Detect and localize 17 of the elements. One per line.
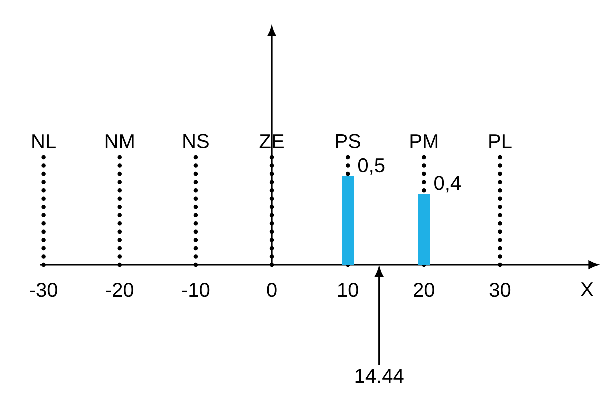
data-label: 0,4 [434, 176, 461, 193]
text: 14.44 [356, 369, 404, 384]
ref-line-label: PL [490, 134, 512, 148]
ref-line-label: NL [32, 134, 56, 148]
x-tick-label: 20 [414, 283, 434, 298]
ref-line-label: PS [336, 134, 361, 148]
x-axis-title: X [581, 282, 594, 296]
ref-line-label: NM [106, 134, 134, 148]
ref-line-label: PM [410, 134, 438, 148]
x-tick-label: 10 [338, 283, 358, 298]
x-tick-label: -30 [30, 283, 58, 298]
x-tick-label: -10 [182, 283, 210, 298]
data-label: 0,5 [358, 158, 385, 175]
ref-line-label: NS [184, 134, 209, 148]
x-tick-label: 30 [490, 283, 511, 298]
x-tick-label: -20 [106, 283, 134, 298]
x-tick-label: 0 [267, 283, 277, 298]
